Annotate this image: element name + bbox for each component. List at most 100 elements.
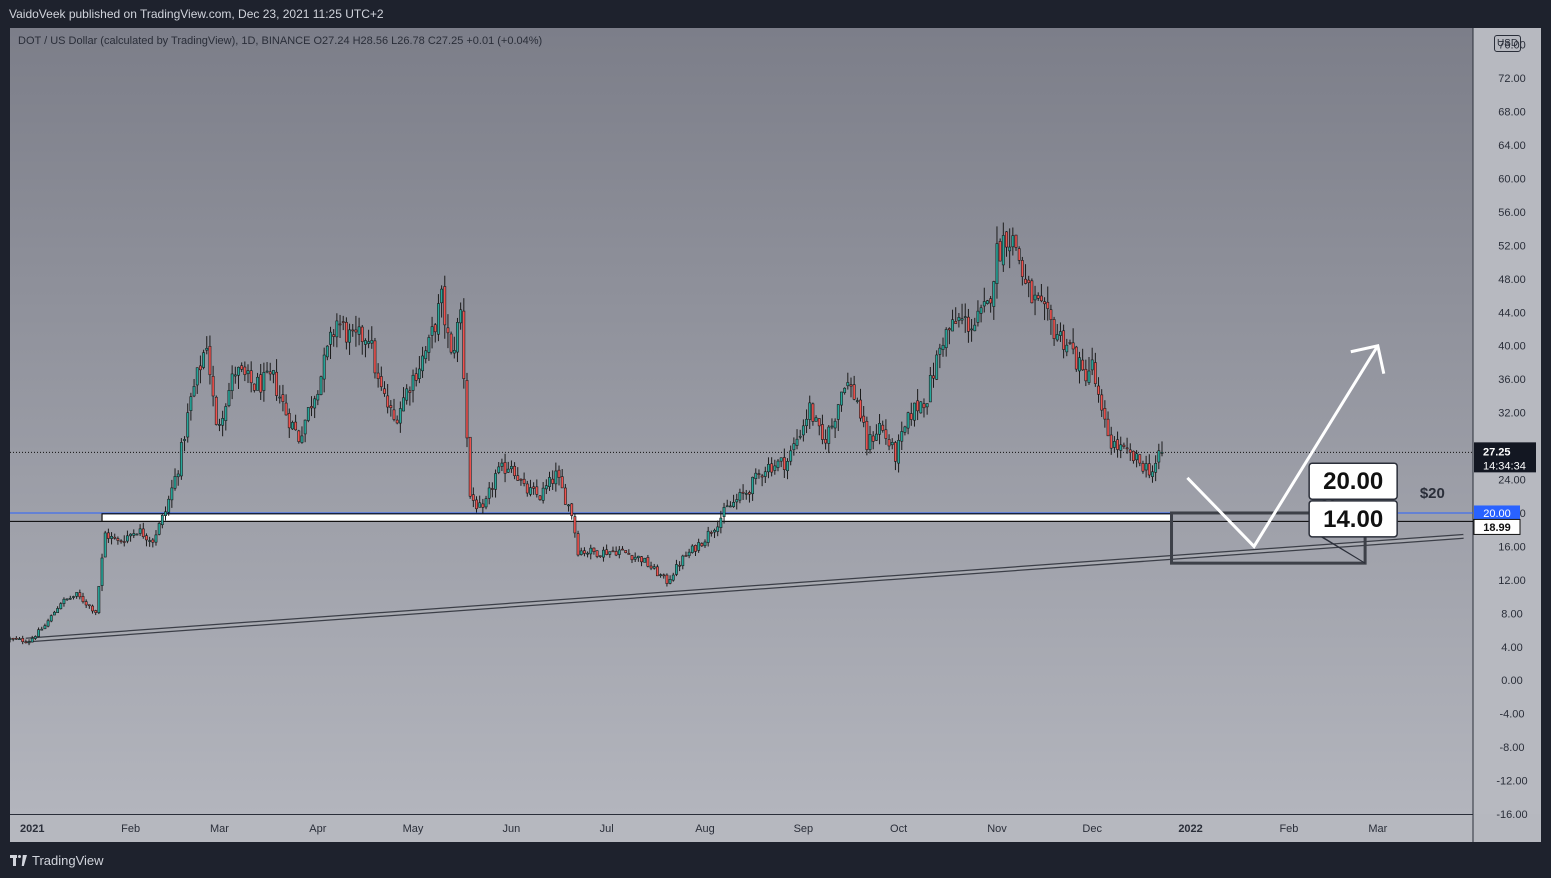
candle-up xyxy=(913,402,916,421)
candle-up xyxy=(722,507,726,518)
candle-down xyxy=(341,321,345,323)
candle-up xyxy=(40,628,44,631)
candle-up xyxy=(941,344,945,350)
candle-down xyxy=(1068,342,1072,344)
candle-down xyxy=(519,478,523,481)
candle-up xyxy=(814,417,818,422)
candle-up xyxy=(160,514,164,526)
candle-up xyxy=(855,400,859,402)
y-tick-label: 0.00 xyxy=(1501,675,1522,687)
candle-down xyxy=(824,439,828,444)
candle-down xyxy=(408,390,412,393)
candle-up xyxy=(1151,471,1154,477)
candle-up xyxy=(541,487,545,501)
candle-down xyxy=(665,574,669,584)
candle-down xyxy=(516,475,520,481)
projection-path xyxy=(1186,344,1380,549)
candle-up xyxy=(167,498,171,513)
candle-down xyxy=(640,556,643,563)
y-tick-label: 68.00 xyxy=(1498,107,1526,119)
x-tick-label: Nov xyxy=(987,823,1007,835)
candle-down xyxy=(24,641,28,644)
candle-down xyxy=(782,457,786,470)
candle-down xyxy=(1097,385,1100,395)
currency-button[interactable]: USD xyxy=(1494,35,1521,52)
tradingview-logo[interactable]: TradingView xyxy=(10,853,104,868)
candle-up xyxy=(960,318,964,321)
candle-down xyxy=(468,436,472,497)
x-tick-label: Aug xyxy=(695,823,715,835)
candle-down xyxy=(243,366,247,375)
candle-down xyxy=(1046,301,1050,309)
candle-up xyxy=(459,309,463,324)
publish-text: VaidoVeek published on TradingView.com, … xyxy=(9,7,384,21)
candle-up xyxy=(18,638,21,641)
candle-up xyxy=(1065,344,1069,353)
candle-up xyxy=(973,324,977,332)
candle-down xyxy=(573,516,577,534)
candle-up xyxy=(246,370,250,375)
candle-down xyxy=(1049,309,1053,321)
candle-up xyxy=(103,532,107,558)
candle-up xyxy=(430,326,434,336)
candle-down xyxy=(557,469,561,478)
candle-up xyxy=(33,636,37,639)
candle-up xyxy=(786,461,789,472)
candle-up xyxy=(1112,441,1116,448)
candle-up xyxy=(306,407,310,421)
candle-down xyxy=(989,298,993,304)
candle-down xyxy=(760,475,764,478)
candle-up xyxy=(500,462,504,467)
candle-up xyxy=(982,301,986,307)
candle-up xyxy=(402,397,405,412)
candle-down xyxy=(443,286,447,326)
candle-up xyxy=(329,331,332,345)
candle-up xyxy=(278,396,282,399)
candle-up xyxy=(589,547,593,555)
level-20-label: 20.00 xyxy=(1483,508,1511,520)
candle-up xyxy=(370,340,374,344)
candle-up xyxy=(164,511,167,516)
candle-up xyxy=(986,300,989,304)
candle-down xyxy=(1017,248,1021,261)
candle-down xyxy=(462,310,466,379)
y-tick-label: 40.00 xyxy=(1498,341,1526,353)
candle-up xyxy=(979,307,983,314)
candle-down xyxy=(284,402,288,416)
x-tick-label: Oct xyxy=(890,823,907,835)
y-tick-label: 48.00 xyxy=(1498,274,1526,286)
candle-down xyxy=(871,435,875,442)
callout-text: 20.00 xyxy=(1323,468,1383,495)
callout-annotation: 14.00 xyxy=(1308,500,1398,564)
candle-down xyxy=(909,413,913,420)
candle-up xyxy=(1011,235,1015,248)
candle-up xyxy=(319,376,323,395)
candle-down xyxy=(576,533,580,556)
candle-up xyxy=(1087,370,1091,383)
candle-down xyxy=(386,395,390,408)
candle-down xyxy=(922,403,926,409)
candle-down xyxy=(513,465,517,477)
candle-up xyxy=(148,540,152,542)
candle-up xyxy=(427,337,431,353)
candle-up xyxy=(697,542,701,551)
candle-down xyxy=(199,365,202,371)
candle-down xyxy=(947,328,951,331)
candle-up xyxy=(322,354,326,380)
candle-down xyxy=(249,370,253,384)
candle-down xyxy=(859,399,862,419)
candle-up xyxy=(957,316,961,321)
candle-up xyxy=(840,391,843,406)
candle-up xyxy=(995,243,999,284)
candle-down xyxy=(1147,463,1151,476)
plot-area: $20 xyxy=(10,222,1473,646)
candle-up xyxy=(636,555,640,559)
candle-up xyxy=(300,435,304,443)
candle-down xyxy=(1014,234,1018,248)
candle-down xyxy=(113,536,117,539)
candle-down xyxy=(655,566,659,577)
candle-up xyxy=(944,329,948,349)
y-tick-label: 76.00 xyxy=(1498,40,1526,52)
candle-up xyxy=(1059,331,1062,336)
